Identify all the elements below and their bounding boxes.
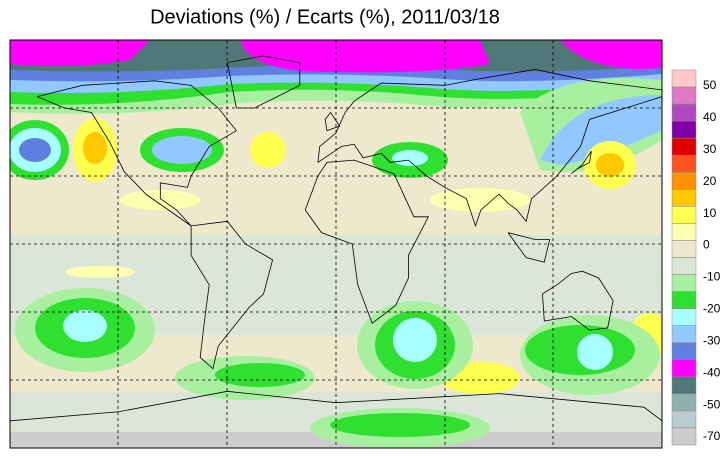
legend-swatch bbox=[671, 257, 697, 275]
coastline bbox=[226, 55, 301, 109]
legend-swatch bbox=[671, 189, 697, 207]
legend-swatch bbox=[671, 410, 697, 429]
legend-label: 40 bbox=[703, 110, 717, 124]
legend-swatch bbox=[671, 376, 697, 395]
coastline bbox=[507, 232, 551, 263]
legend-label: -10 bbox=[703, 270, 721, 284]
color-legend: 50 40 30 20 10 0 -10 -20 -30 -40 -50 -70 bbox=[671, 69, 721, 446]
coastline bbox=[324, 111, 341, 132]
legend-swatch bbox=[671, 103, 697, 122]
legend-label: 0 bbox=[703, 238, 710, 252]
legend-label: -20 bbox=[703, 302, 721, 316]
coastline bbox=[542, 270, 614, 331]
legend-swatch bbox=[671, 342, 697, 361]
coastline bbox=[317, 69, 662, 228]
legend-swatch bbox=[671, 240, 697, 258]
legend-label: 10 bbox=[703, 206, 717, 220]
legend-label: 50 bbox=[703, 78, 717, 92]
legend-swatch bbox=[671, 427, 697, 446]
legend-swatch bbox=[671, 206, 697, 224]
legend-label: -40 bbox=[703, 365, 721, 379]
legend-label: -70 bbox=[703, 429, 721, 443]
legend-swatch bbox=[671, 223, 697, 241]
legend-swatch bbox=[671, 172, 697, 190]
coastline bbox=[190, 220, 274, 370]
legend-label: 30 bbox=[703, 142, 717, 156]
legend-swatch bbox=[671, 120, 697, 139]
map-title: Deviations (%) / Ecarts (%), 2011/03/18 bbox=[150, 6, 500, 28]
legend-swatch bbox=[671, 393, 697, 412]
legend-swatch bbox=[671, 325, 697, 343]
legend-swatch bbox=[671, 308, 697, 326]
legend-swatch bbox=[671, 154, 697, 173]
map-frame bbox=[9, 39, 663, 449]
map-field bbox=[10, 40, 662, 448]
coastline bbox=[571, 150, 592, 175]
legend-label: -50 bbox=[703, 397, 721, 411]
coastline bbox=[37, 80, 237, 227]
legend-swatch bbox=[671, 274, 697, 292]
legend-swatch bbox=[671, 359, 697, 378]
legend-swatch bbox=[671, 69, 697, 88]
legend-label: 20 bbox=[703, 174, 717, 188]
legend-label: -30 bbox=[703, 333, 721, 347]
legend-swatch bbox=[671, 137, 697, 156]
legend-swatch bbox=[671, 86, 697, 105]
legend-swatch bbox=[671, 291, 697, 309]
